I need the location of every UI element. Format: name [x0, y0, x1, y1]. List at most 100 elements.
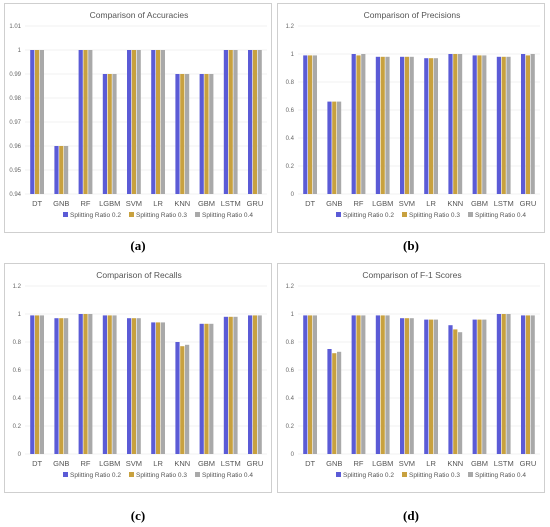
bar-knn-s1 [448, 325, 453, 454]
legend-label: Splitting Ratio 0.2 [70, 212, 121, 219]
bar-svm-s2 [404, 318, 409, 454]
bar-gbm-s2 [204, 323, 209, 454]
x-tick-label: GRU [520, 459, 537, 468]
bar-gru-s2 [525, 55, 530, 195]
legend-label: Splitting Ratio 0.2 [343, 212, 394, 219]
bar-rf-s2 [356, 315, 361, 454]
bar-lr-s2 [156, 50, 161, 194]
legend-label: Splitting Ratio 0.3 [136, 472, 187, 479]
bar-knn-s1 [175, 74, 180, 194]
legend-label: Splitting Ratio 0.4 [202, 472, 253, 479]
legend-swatch [402, 212, 407, 217]
bar-gnb-s3 [64, 318, 69, 454]
bar-gru-s2 [525, 315, 530, 454]
y-tick-label: 0.99 [9, 72, 21, 78]
legend-swatch [195, 212, 200, 217]
bar-lr-s1 [424, 319, 429, 454]
bar-lr-s2 [429, 58, 434, 195]
x-tick-label: SVM [126, 199, 142, 208]
bar-svm-s1 [127, 318, 132, 454]
bar-gbm-s2 [477, 319, 482, 454]
bar-lr-s1 [424, 58, 429, 195]
bar-dt-s1 [30, 50, 35, 194]
x-tick-label: RF [354, 199, 364, 208]
bar-knn-s2 [180, 74, 185, 194]
x-tick-label: KNN [447, 199, 463, 208]
panel-label-d: (d) [403, 508, 419, 523]
legend-swatch [195, 472, 200, 477]
bar-gru-s3 [257, 315, 262, 454]
x-tick-label: SVM [126, 459, 142, 468]
legend-label: Splitting Ratio 0.3 [409, 472, 460, 479]
legend-swatch [402, 472, 407, 477]
bar-gbm-s3 [482, 319, 487, 454]
bar-gnb-s2 [59, 146, 64, 194]
legend-swatch [336, 212, 341, 217]
bar-lgbm-s3 [385, 315, 390, 454]
bar-knn-s1 [448, 54, 453, 194]
x-tick-label: GBM [471, 459, 488, 468]
bar-gru-s2 [252, 315, 257, 454]
bar-lgbm-s3 [385, 56, 390, 194]
bar-lr-s1 [151, 322, 156, 454]
x-tick-label: GNB [53, 199, 69, 208]
x-tick-label: DT [32, 199, 42, 208]
bar-gru-s1 [248, 315, 253, 454]
bar-rf-s2 [356, 55, 361, 195]
bar-lr-s2 [156, 322, 161, 454]
legend-label: Splitting Ratio 0.4 [202, 212, 253, 219]
bar-lr-s3 [160, 50, 165, 194]
panel-label-a: (a) [130, 238, 146, 253]
bar-gbm-s3 [209, 74, 214, 194]
y-tick-label: 0.2 [286, 164, 295, 170]
bar-lstm-s2 [228, 316, 233, 454]
x-tick-label: DT [305, 459, 315, 468]
bar-svm-s3 [409, 318, 414, 454]
x-tick-label: GNB [326, 199, 342, 208]
bar-dt-s3 [312, 55, 317, 195]
bar-knn-s2 [453, 329, 458, 454]
legend-label: Splitting Ratio 0.4 [475, 212, 526, 219]
x-tick-label: GRU [247, 459, 264, 468]
x-tick-label: GBM [471, 199, 488, 208]
legend-label: Splitting Ratio 0.4 [475, 472, 526, 479]
y-tick-label: 0 [18, 452, 22, 458]
bar-rf-s3 [361, 54, 366, 194]
y-tick-label: 1 [18, 48, 22, 54]
y-tick-label: 1.2 [13, 284, 22, 290]
bar-knn-s3 [458, 332, 463, 454]
panel-label-b: (b) [403, 238, 419, 253]
bar-gnb-s2 [332, 101, 337, 194]
legend-label: Splitting Ratio 0.2 [70, 472, 121, 479]
bar-lstm-s3 [233, 50, 238, 194]
x-tick-label: GNB [326, 459, 342, 468]
y-tick-label: 1 [291, 52, 295, 58]
bar-gbm-s3 [209, 323, 214, 454]
y-tick-label: 1 [18, 312, 22, 318]
bar-knn-s3 [185, 74, 190, 194]
bar-svm-s1 [400, 318, 405, 454]
bar-gru-s2 [252, 50, 257, 194]
bar-dt-s3 [39, 315, 44, 454]
bar-dt-s3 [312, 315, 317, 454]
precision-chart: Comparison of Precisions 0 0.2 0.4 0.6 0.8 1 1.… [286, 10, 540, 219]
legend-label: Splitting Ratio 0.2 [343, 472, 394, 479]
bar-gru-s3 [257, 50, 262, 194]
bar-gnb-s2 [59, 318, 64, 454]
x-tick-label: DT [305, 199, 315, 208]
bar-gbm-s2 [477, 55, 482, 195]
bar-lstm-s1 [496, 314, 501, 454]
legend-swatch [468, 212, 473, 217]
bar-lr-s3 [433, 58, 438, 195]
y-tick-label: 1.2 [286, 284, 295, 290]
bar-lgbm-s2 [107, 74, 112, 194]
bar-dt-s1 [30, 315, 35, 454]
bar-gru-s1 [248, 50, 253, 194]
panel-label-c: (c) [130, 508, 146, 523]
x-tick-label: LR [426, 199, 436, 208]
f1-chart: Comparison of F-1 Scores 0 0.2 0.4 0.6 0.8 1 1.… [286, 270, 540, 479]
y-tick-label: 0.8 [286, 80, 295, 86]
legend-swatch [63, 472, 68, 477]
bar-knn-s3 [185, 344, 190, 454]
bar-svm-s2 [131, 50, 136, 194]
